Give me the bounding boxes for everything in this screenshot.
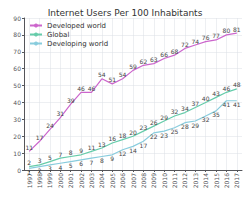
svg-text:37: 37 bbox=[191, 100, 199, 107]
svg-text:46: 46 bbox=[88, 85, 96, 92]
svg-text:3: 3 bbox=[38, 157, 42, 164]
svg-text:16: 16 bbox=[108, 135, 116, 142]
svg-text:12: 12 bbox=[119, 150, 127, 157]
svg-text:2010: 2010 bbox=[161, 173, 168, 188]
svg-text:72: 72 bbox=[181, 41, 189, 48]
svg-text:2003: 2003 bbox=[88, 173, 95, 188]
svg-text:80: 80 bbox=[13, 31, 21, 38]
svg-text:2000: 2000 bbox=[57, 173, 64, 188]
svg-text:9: 9 bbox=[110, 155, 114, 162]
svg-text:26: 26 bbox=[150, 119, 158, 126]
svg-text:1997: 1997 bbox=[25, 173, 33, 189]
svg-text:63: 63 bbox=[150, 56, 158, 63]
svg-text:43: 43 bbox=[212, 90, 220, 97]
svg-text:2015: 2015 bbox=[213, 173, 220, 188]
svg-text:81: 81 bbox=[233, 26, 241, 33]
svg-text:Global: Global bbox=[47, 31, 69, 39]
svg-text:1: 1 bbox=[27, 169, 31, 176]
svg-text:31: 31 bbox=[57, 110, 65, 117]
svg-text:50: 50 bbox=[13, 82, 21, 89]
svg-text:2: 2 bbox=[38, 167, 42, 174]
svg-text:20: 20 bbox=[13, 133, 21, 140]
svg-text:8: 8 bbox=[100, 157, 104, 164]
svg-text:23: 23 bbox=[140, 124, 148, 131]
svg-text:30: 30 bbox=[13, 116, 21, 123]
svg-text:0: 0 bbox=[17, 167, 21, 174]
svg-text:8: 8 bbox=[69, 149, 73, 156]
svg-text:34: 34 bbox=[181, 105, 189, 112]
svg-text:20: 20 bbox=[129, 129, 137, 136]
svg-text:7: 7 bbox=[90, 159, 94, 166]
svg-text:68: 68 bbox=[171, 48, 179, 55]
svg-text:51: 51 bbox=[108, 76, 116, 83]
svg-text:4: 4 bbox=[58, 164, 62, 171]
svg-text:6: 6 bbox=[79, 160, 83, 167]
svg-text:39: 39 bbox=[67, 97, 75, 104]
svg-text:41: 41 bbox=[233, 101, 241, 108]
svg-text:59: 59 bbox=[129, 63, 137, 70]
svg-text:1998: 1998 bbox=[36, 173, 43, 188]
svg-text:Developed world: Developed world bbox=[47, 22, 106, 30]
svg-text:2013: 2013 bbox=[192, 173, 199, 188]
svg-text:23: 23 bbox=[160, 132, 168, 139]
svg-text:70: 70 bbox=[13, 48, 21, 55]
svg-text:2001: 2001 bbox=[67, 173, 74, 188]
svg-text:54: 54 bbox=[98, 71, 106, 78]
svg-text:9: 9 bbox=[79, 147, 83, 154]
svg-text:2007: 2007 bbox=[130, 173, 137, 188]
svg-text:5: 5 bbox=[69, 162, 73, 169]
svg-text:28: 28 bbox=[181, 123, 189, 130]
svg-text:54: 54 bbox=[119, 71, 127, 78]
svg-text:11: 11 bbox=[88, 144, 96, 151]
svg-text:11: 11 bbox=[25, 144, 33, 151]
svg-text:74: 74 bbox=[191, 38, 199, 45]
svg-text:24: 24 bbox=[46, 122, 54, 129]
svg-text:7: 7 bbox=[58, 151, 62, 158]
svg-text:2002: 2002 bbox=[78, 173, 85, 188]
svg-text:13: 13 bbox=[98, 141, 106, 148]
svg-text:46: 46 bbox=[223, 85, 231, 92]
svg-text:40: 40 bbox=[202, 95, 210, 102]
svg-text:2014: 2014 bbox=[202, 173, 209, 188]
svg-text:29: 29 bbox=[160, 114, 168, 121]
svg-text:41: 41 bbox=[223, 101, 231, 108]
svg-text:2009: 2009 bbox=[150, 173, 157, 188]
svg-text:40: 40 bbox=[13, 99, 21, 106]
svg-text:76: 76 bbox=[202, 34, 210, 41]
svg-text:2017: 2017 bbox=[233, 173, 240, 188]
svg-text:17: 17 bbox=[36, 134, 44, 141]
svg-text:77: 77 bbox=[212, 32, 220, 39]
svg-text:2011: 2011 bbox=[171, 173, 178, 188]
svg-text:46: 46 bbox=[77, 85, 85, 92]
svg-text:90: 90 bbox=[13, 15, 21, 22]
svg-text:2006: 2006 bbox=[119, 173, 126, 188]
svg-text:2005: 2005 bbox=[109, 173, 116, 188]
svg-text:2: 2 bbox=[27, 159, 31, 166]
svg-text:2004: 2004 bbox=[98, 173, 105, 188]
svg-text:66: 66 bbox=[160, 51, 168, 58]
svg-text:2016: 2016 bbox=[223, 173, 230, 188]
svg-text:Internet Users Per 100 Inhabit: Internet Users Per 100 Inhabitants bbox=[48, 8, 203, 18]
svg-text:2012: 2012 bbox=[181, 173, 188, 188]
svg-text:5: 5 bbox=[48, 154, 52, 161]
svg-text:29: 29 bbox=[191, 122, 199, 129]
svg-text:17: 17 bbox=[140, 142, 148, 149]
svg-text:18: 18 bbox=[119, 132, 127, 139]
svg-text:22: 22 bbox=[150, 133, 158, 140]
svg-text:32: 32 bbox=[202, 116, 210, 123]
svg-text:62: 62 bbox=[140, 58, 148, 65]
svg-text:60: 60 bbox=[13, 65, 21, 72]
svg-text:25: 25 bbox=[171, 128, 179, 135]
svg-text:32: 32 bbox=[171, 108, 179, 115]
svg-text:2008: 2008 bbox=[140, 173, 147, 188]
svg-text:1999: 1999 bbox=[46, 173, 53, 188]
svg-text:10: 10 bbox=[13, 150, 21, 157]
svg-text:48: 48 bbox=[233, 81, 241, 88]
svg-text:14: 14 bbox=[129, 147, 137, 154]
svg-text:Developing world: Developing world bbox=[47, 40, 108, 48]
svg-text:35: 35 bbox=[212, 111, 220, 118]
svg-text:3: 3 bbox=[48, 165, 52, 172]
svg-text:80: 80 bbox=[223, 27, 231, 34]
